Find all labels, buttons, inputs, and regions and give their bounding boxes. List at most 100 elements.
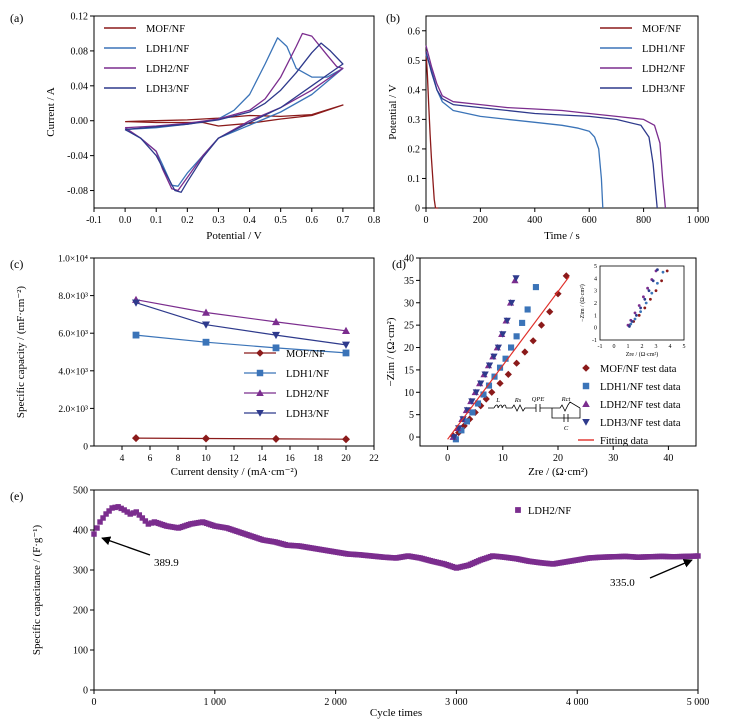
panel-d-inset-point [633, 311, 637, 315]
panel-b-series-line [425, 45, 667, 209]
panel-a-ytick-label: 0.04 [71, 81, 89, 92]
panel-c-point [202, 321, 210, 329]
panel-a-xlabel: Potential / V [206, 230, 261, 242]
panel-e-xticks: 0 1 000 2 000 3 000 4 000 5 000 [92, 690, 709, 708]
panel-d-inset-ytick-label: 5 [594, 264, 597, 270]
panel-c-point [342, 435, 350, 444]
annotation-end-value: 335.0 [610, 577, 635, 589]
panel-d-point [504, 370, 512, 378]
panel-e-point [139, 515, 146, 521]
panel-b-xtick-label: 0 [424, 215, 429, 226]
circuit-label: C [564, 425, 569, 432]
panel-d-circuit: L Rs QPE Rct C [488, 396, 581, 432]
panel-b-legend: MOF/NF LDH1/NF LDH2/NF LDH3/NF [600, 24, 685, 95]
panel-d-legend: MOF/NF test data LDH1/NF test data LDH2/NF… [578, 364, 681, 447]
panel-e-xtick-label: 2 000 [324, 697, 347, 708]
panel-d-inset-point [656, 268, 659, 272]
panel-b-xticks: 0 200 400 600 800 1 000 [424, 208, 710, 226]
panel-e-point [118, 505, 124, 512]
panel-b-ytick-label: 0.2 [408, 144, 421, 155]
panel-c-point [202, 308, 210, 316]
panel-c-series-line [135, 302, 347, 346]
panel-c-legend-label: LDH1/NF [286, 369, 329, 380]
panel-c-xtick-label: 18 [313, 454, 323, 464]
panel-d-inset-point [646, 286, 649, 290]
panel-c-xtick-label: 10 [201, 454, 211, 464]
panel-d-inset-point [649, 297, 652, 301]
panel-d-inset-frame [599, 265, 685, 341]
panel-e-point [145, 521, 152, 527]
panel-c-ytick-label: 6.0×10³ [58, 330, 88, 340]
panel-e-point [106, 508, 112, 514]
panel-a-xtick-label: 0.6 [306, 215, 319, 226]
panel-d-legend-label: MOF/NF test data [600, 364, 677, 375]
panel-a-xtick-label: 0.8 [368, 215, 381, 226]
panel-c-point [272, 317, 280, 326]
panel-a-ylabel: Current / A [45, 87, 57, 137]
panel-e-label: (e) [10, 489, 23, 503]
panel-d-legend-marker [582, 382, 590, 390]
panel-c-xticks: 4 6 8 10 12 14 16 18 20 22 [120, 446, 379, 464]
panel-d-point [460, 422, 468, 430]
panel-d-legend-label: Fitting data [600, 436, 648, 447]
panel-b-series-line [425, 51, 439, 209]
panel-e-xtick-label: 3 000 [445, 697, 468, 708]
panel-b-xtick-label: 600 [582, 215, 597, 226]
panel-d-point [499, 331, 507, 338]
panel-d-point [513, 333, 520, 340]
panel-d-point [508, 344, 515, 351]
panel-e-point [127, 511, 133, 517]
panel-d-point [521, 348, 529, 356]
panel-c-xtick-label: 4 [120, 454, 125, 464]
panel-d-inset-point [642, 295, 645, 299]
panel-b-legend-label: MOF/NF [642, 24, 681, 35]
panel-d-inset-point [637, 313, 641, 317]
panel-b-legend-label: LDH2/NF [642, 64, 685, 75]
panel-e-ylabel: Specific capacitance / (F·g⁻¹) [31, 524, 43, 655]
panel-e-point [130, 510, 136, 516]
panel-e: 0 1 000 2 000 3 000 4 000 5 000 0 100 200 300 400… [31, 486, 709, 720]
panel-d-point [474, 400, 482, 407]
panel-d-point [481, 371, 489, 378]
panel-d-point [485, 382, 493, 389]
panel-c-ytick-label: 0 [83, 443, 88, 453]
panel-d-inset-point [660, 279, 663, 283]
panel-e-point [100, 515, 106, 521]
panel-d-point [562, 272, 570, 280]
panel-a-xtick-label: 0.1 [150, 215, 163, 226]
panel-e-legend-marker [515, 507, 521, 513]
panel-d-xtick-label: 10 [498, 453, 508, 464]
panel-a-ytick-label: -0.04 [67, 151, 88, 162]
panel-d-inset-point [654, 289, 658, 293]
panel-d-inset-ytick-label: 0 [594, 326, 597, 332]
panel-a-xtick-label: 0.0 [119, 215, 132, 226]
panel-a-yticks: -0.08 -0.04 0.00 0.04 0.08 0.12 [67, 12, 94, 197]
panel-d-point [480, 391, 487, 398]
panel-d-inset-point [661, 270, 665, 274]
panel-d-point [469, 409, 476, 416]
panel-c-point [272, 331, 280, 340]
panel-d-inset-point [644, 301, 648, 305]
panel-a-legend: MOF/NF LDH1/NF LDH2/NF LDH3/NF [104, 24, 189, 95]
annotation-arrow-end [649, 559, 693, 579]
panel-b-ytick-label: 0 [415, 204, 420, 215]
panel-e-points [91, 504, 701, 571]
panel-d-inset-point [665, 269, 669, 273]
panel-d-xtick-label: 40 [663, 453, 673, 464]
panel-d-point [529, 337, 537, 345]
circuit-label: QPE [532, 396, 545, 403]
panel-e-point [148, 520, 155, 526]
panel-d-ytick-label: 10 [404, 388, 414, 399]
panel-c-xlabel: Current density / (mA·cm⁻²) [171, 466, 298, 478]
panel-c-point [272, 434, 280, 443]
panel-e-point [94, 525, 100, 531]
panel-d-point [488, 388, 496, 396]
panel-d-legend-marker [582, 418, 590, 426]
panel-a-series-line [124, 37, 344, 187]
panel-c-legend-marker [256, 349, 264, 357]
panel-d-lines [447, 272, 570, 443]
panel-d-fitting-line [447, 276, 570, 440]
panel-d-legend-marker [582, 364, 590, 372]
panel-d-point [458, 427, 465, 434]
panel-b-xtick-label: 1 000 [687, 215, 710, 226]
